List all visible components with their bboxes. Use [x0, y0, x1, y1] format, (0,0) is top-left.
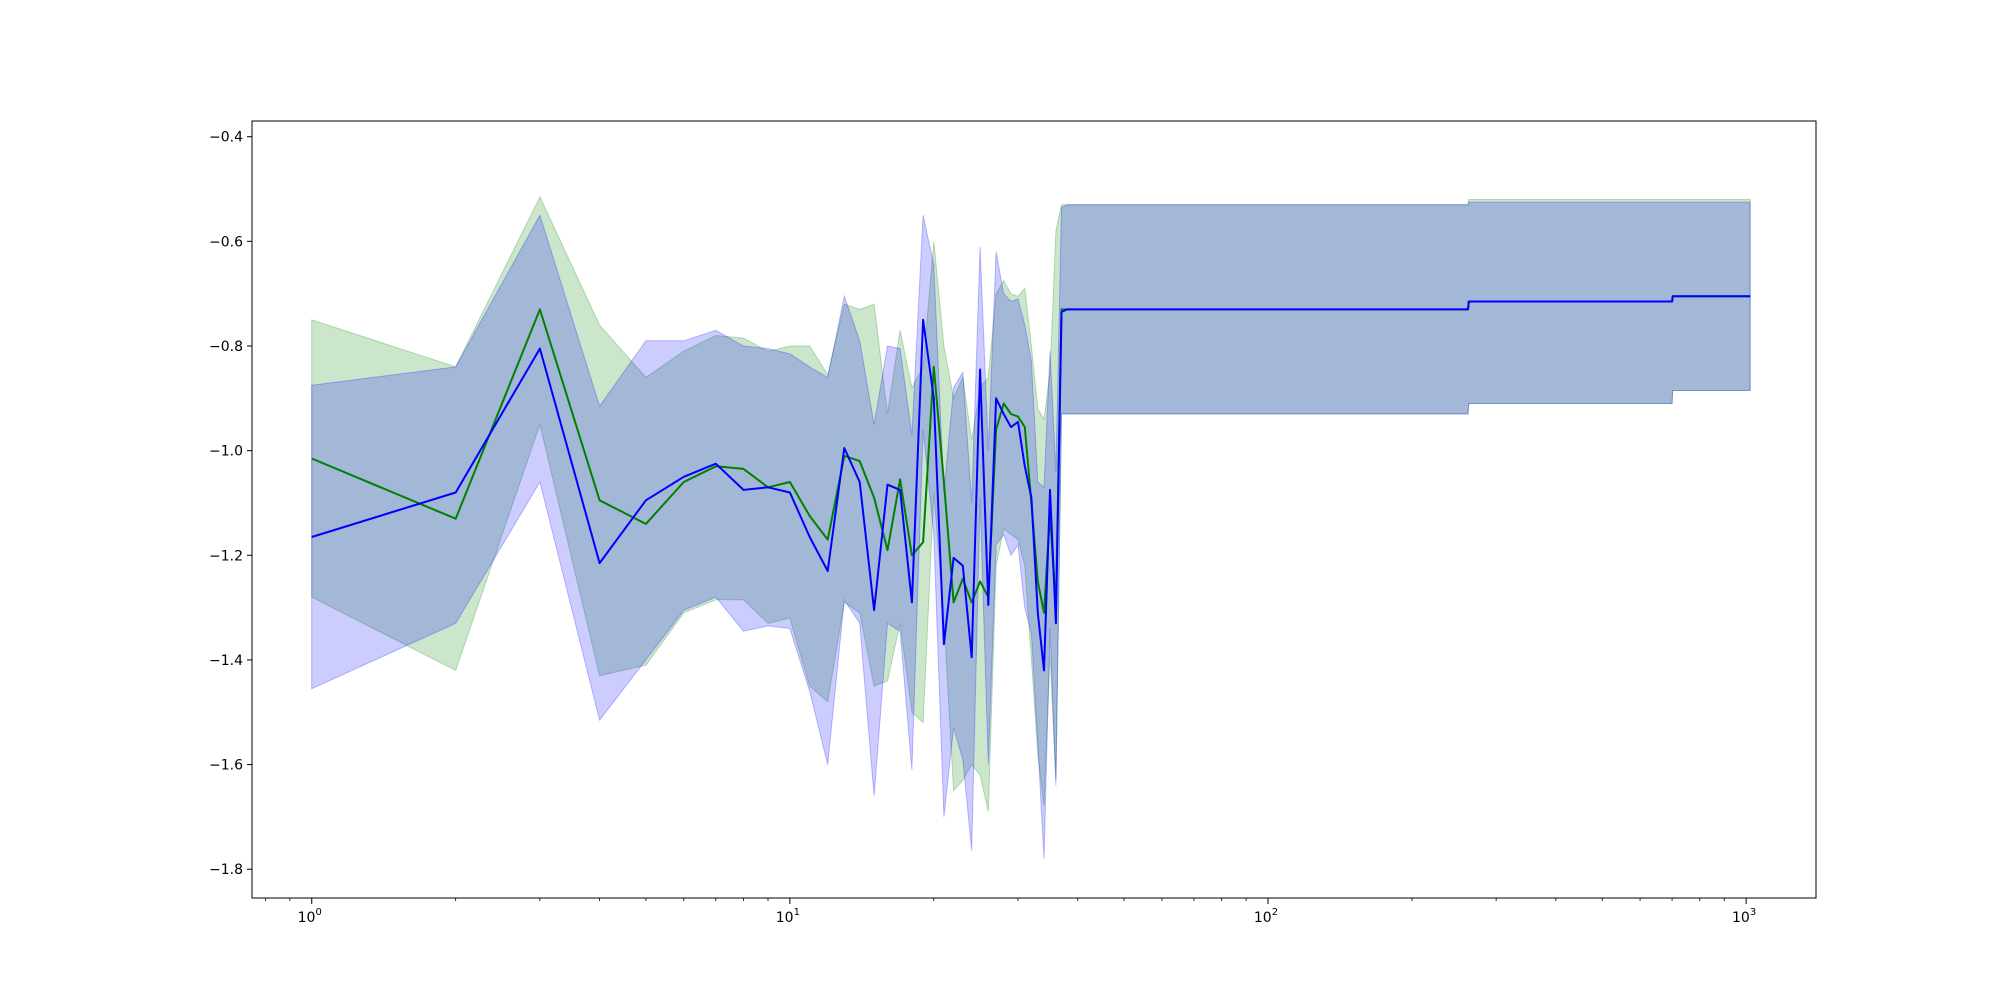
y-tick-label: −0.8 — [209, 339, 243, 355]
plot-background — [252, 121, 1816, 898]
x-tick-label: 100 — [298, 907, 322, 926]
y-tick-label: −0.4 — [209, 130, 243, 146]
x-tick-label: 103 — [1732, 907, 1756, 926]
series-lines — [311, 295, 1751, 672]
x-tick-label: 102 — [1254, 907, 1278, 926]
y-tick-label: −0.6 — [209, 234, 243, 250]
line-series-2 — [311, 295, 1751, 672]
y-tick-label: −1.4 — [209, 653, 243, 669]
band-series-2 — [311, 201, 1751, 859]
y-tick-label: −1.8 — [209, 862, 243, 878]
plot-frame — [251, 120, 1817, 899]
y-tick-label: −1.6 — [209, 758, 243, 774]
x-tick-label: 101 — [776, 907, 800, 926]
y-tick-label: −1.2 — [209, 548, 243, 564]
y-tick-label: −1.0 — [209, 444, 243, 460]
y-axis: −1.8 −1.6 −1.4 −1.2 −1.0 −0.8 −0.6 −0.4 — [209, 130, 252, 878]
x-axis: 100 101 102 103 — [265, 898, 1756, 926]
